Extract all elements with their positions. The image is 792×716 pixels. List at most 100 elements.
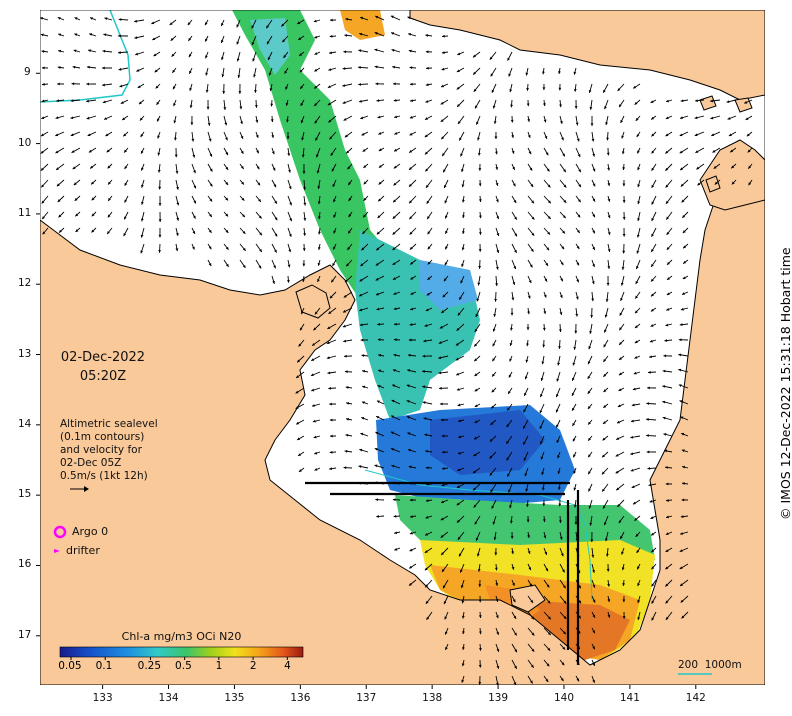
velocity-arrow-head — [423, 339, 427, 343]
velocity-arrow-head — [634, 517, 638, 521]
velocity-arrow-head — [299, 53, 303, 56]
velocity-arrow-head — [375, 262, 379, 266]
velocity-arrow-head — [173, 120, 177, 124]
velocity-arrow-head — [474, 436, 478, 440]
velocity-arrow-head — [209, 183, 213, 187]
velocity-arrow-head — [393, 199, 396, 203]
velocity-arrow-head — [474, 388, 478, 392]
velocity-arrow-head — [425, 83, 429, 87]
velocity-arrow-head — [326, 341, 330, 345]
velocity-arrow-head — [651, 184, 655, 188]
velocity-arrow-head — [665, 116, 669, 120]
velocity-arrow-head — [273, 184, 277, 188]
velocity-arrow-head — [424, 567, 428, 571]
velocity-arrow-head — [630, 468, 634, 472]
velocity-arrow-head — [238, 91, 242, 94]
velocity-arrow-head — [118, 34, 121, 38]
velocity-arrow-head — [622, 616, 626, 619]
velocity-arrow-head — [574, 106, 578, 109]
velocity-arrow-head — [102, 66, 105, 70]
velocity-arrow-head — [636, 266, 639, 270]
velocity-arrow-head — [530, 680, 533, 684]
velocity-arrow-head — [526, 504, 529, 507]
velocity-arrow-head — [489, 455, 493, 459]
velocity-arrow-head — [40, 33, 44, 37]
velocity-arrow-head — [637, 184, 641, 188]
velocity-arrow-head — [651, 167, 655, 171]
velocity-arrow-head — [314, 52, 318, 55]
velocity-arrow-head — [572, 422, 576, 426]
velocity-arrow-head — [695, 150, 699, 153]
velocity-arrow-head — [607, 231, 611, 235]
velocity-arrow-head — [496, 631, 499, 635]
velocity-arrow-head — [422, 369, 425, 373]
velocity-arrow-head — [441, 84, 445, 88]
velocity-arrow-head — [474, 420, 478, 423]
velocity-arrow-head — [457, 121, 461, 124]
velocity-arrow-head — [106, 149, 110, 153]
velocity-arrow-head — [301, 137, 305, 141]
velocity-arrow-head — [409, 149, 413, 153]
velocity-arrow-head — [637, 201, 641, 205]
velocity-arrow-head — [444, 262, 448, 266]
colorbar-title: Chl-a mg/m3 OCi N20 — [121, 630, 242, 643]
velocity-arrow-head — [667, 277, 670, 280]
velocity-arrow-head — [619, 357, 622, 360]
velocity-arrow-head — [426, 200, 430, 204]
drifter-marker — [54, 549, 60, 553]
velocity-arrow-head — [91, 229, 95, 233]
velocity-arrow-head — [493, 537, 497, 541]
velocity-arrow-head — [327, 102, 331, 106]
velocity-arrow-head — [348, 214, 352, 218]
velocity-arrow-head — [327, 371, 331, 375]
velocity-arrow-head — [493, 121, 497, 124]
velocity-arrow-head — [525, 72, 529, 76]
velocity-arrow-head — [393, 182, 397, 186]
velocity-arrow-head — [70, 99, 74, 103]
x-tick-label: 141 — [619, 692, 640, 704]
velocity-arrow-head — [559, 536, 563, 540]
velocity-arrow-head — [622, 217, 626, 220]
velocity-arrow-head — [510, 312, 514, 316]
velocity-arrow-head — [573, 88, 577, 92]
velocity-arrow-head — [445, 230, 448, 234]
velocity-arrow-head — [592, 679, 595, 683]
velocity-arrow-head — [333, 199, 336, 203]
velocity-arrow-head — [531, 648, 535, 652]
velocity-arrow-head — [632, 501, 636, 505]
velocity-arrow-head — [390, 15, 394, 19]
velocity-arrow-head — [647, 386, 650, 390]
velocity-arrow-head — [507, 473, 510, 477]
velocity-arrow-head — [329, 18, 333, 22]
velocity-arrow-head — [392, 277, 396, 280]
velocity-arrow-head — [108, 197, 111, 201]
y-tick-label: 16 — [18, 558, 32, 571]
velocity-arrow-head — [141, 150, 144, 154]
date-label: 02-Dec-2022 05:20Z — [58, 348, 148, 386]
velocity-arrow-head — [189, 87, 193, 91]
velocity-arrow-head — [491, 405, 495, 409]
credit-text: © IMOS 12-Dec-2022 15:31:18 Hobart time — [778, 247, 792, 520]
velocity-arrow-head — [86, 99, 89, 103]
velocity-arrow-head — [651, 278, 654, 282]
velocity-arrow-head — [617, 404, 621, 408]
velocity-arrow-head — [457, 52, 461, 56]
velocity-arrow-head — [108, 181, 111, 185]
velocity-arrow-head — [439, 325, 443, 329]
velocity-arrow-head — [544, 278, 548, 282]
velocity-arrow-head — [490, 73, 494, 77]
velocity-arrow-head — [562, 215, 566, 219]
y-tick-label: 15 — [18, 488, 32, 501]
velocity-arrow-head — [558, 520, 562, 524]
velocity-arrow-head — [631, 403, 635, 407]
velocity-arrow-head — [713, 165, 717, 169]
velocity-arrow-head — [391, 48, 395, 52]
velocity-arrow-head — [442, 153, 445, 157]
velocity-arrow-head — [225, 246, 229, 250]
velocity-arrow-head — [343, 339, 347, 343]
velocity-arrow-head — [558, 346, 561, 349]
velocity-arrow-head — [333, 246, 336, 250]
velocity-arrow-head — [635, 533, 639, 537]
velocity-arrow-head — [606, 152, 610, 156]
velocity-arrow-head — [284, 70, 288, 74]
